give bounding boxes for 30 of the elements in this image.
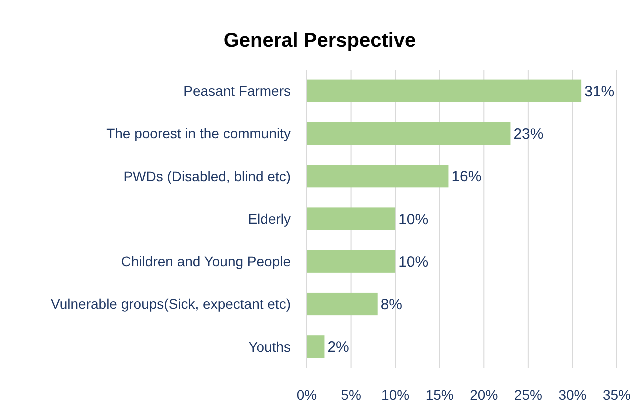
bar: [307, 80, 582, 102]
x-tick-label: 35%: [602, 387, 632, 403]
y-tick-label: Youths: [248, 338, 291, 355]
y-tick-label: Peasant Farmers: [184, 83, 291, 100]
x-tick-label: 25%: [514, 387, 542, 403]
bar: [307, 208, 396, 230]
data-label: 16%: [452, 168, 482, 186]
bar: [307, 165, 449, 188]
data-label: 10%: [398, 211, 429, 228]
data-label: 2%: [328, 339, 350, 356]
data-label: 8%: [380, 296, 403, 314]
y-tick-label: Vulnerable groups(Sick, expectant etc): [51, 296, 291, 312]
x-tick-label: 15%: [426, 387, 454, 403]
data-label: 10%: [398, 254, 429, 271]
x-tick-label: 30%: [558, 387, 587, 403]
x-tick-label: 0%: [296, 387, 318, 403]
y-tick-label: The poorest in the community: [106, 126, 291, 142]
data-label: 31%: [584, 83, 615, 100]
data-label: 23%: [514, 126, 544, 143]
x-tick-label: 10%: [382, 387, 410, 403]
chart-title: General Perspective: [224, 30, 416, 52]
x-tick-label: 5%: [341, 387, 362, 403]
y-tick-label: PWDs (Disabled, blind etc): [124, 168, 291, 184]
bar: [307, 292, 378, 316]
y-tick-label: Elderly: [248, 210, 291, 227]
bar: [307, 336, 325, 358]
bar: [307, 250, 396, 273]
x-tick-label: 20%: [470, 387, 498, 403]
y-tick-label: Children and Young People: [121, 254, 292, 270]
bar: [307, 122, 511, 146]
